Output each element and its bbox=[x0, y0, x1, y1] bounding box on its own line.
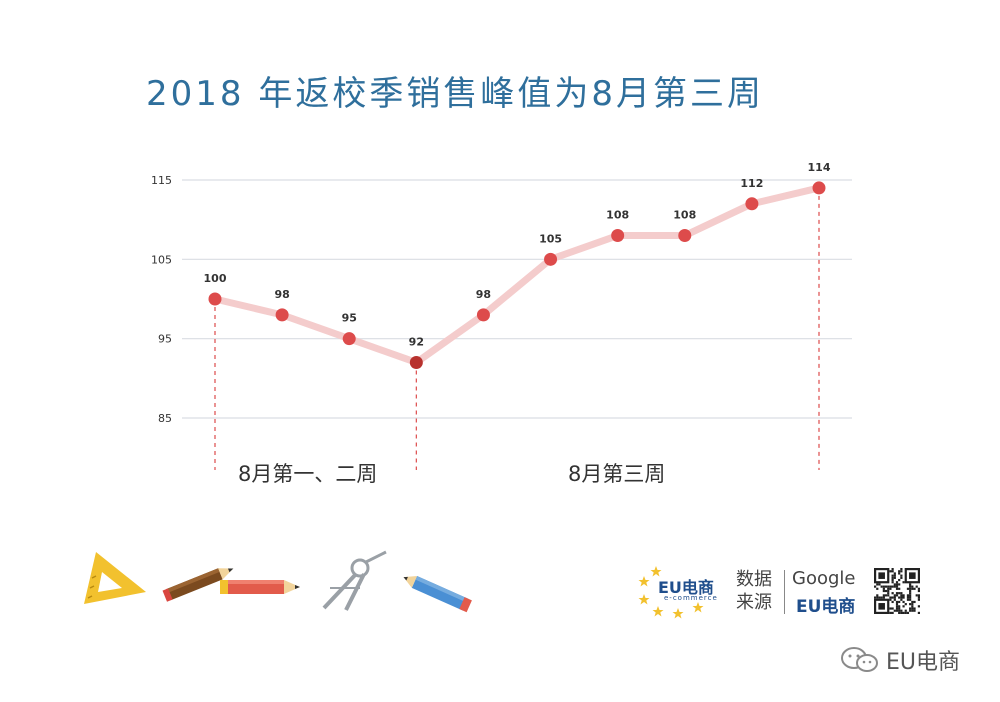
data-point bbox=[208, 292, 222, 306]
data-label: 108 bbox=[606, 209, 629, 222]
eu-stars-icon bbox=[638, 566, 704, 619]
source-eu: EU电商 bbox=[796, 597, 856, 617]
source-divider bbox=[784, 570, 785, 614]
data-label: 100 bbox=[204, 272, 227, 285]
data-point bbox=[745, 197, 759, 211]
blue-pencil-icon bbox=[403, 576, 472, 613]
wechat-icon bbox=[841, 647, 878, 672]
data-label: 95 bbox=[342, 312, 357, 325]
data-label: 105 bbox=[539, 232, 562, 245]
set-square-icon bbox=[84, 552, 146, 604]
wechat-account[interactable]: EU电商 bbox=[840, 644, 960, 676]
compass-icon bbox=[322, 550, 387, 611]
red-pencil-icon bbox=[220, 580, 300, 594]
data-point bbox=[409, 355, 423, 369]
qr-code-icon[interactable] bbox=[874, 568, 920, 614]
range-label-week-3: 8月第三周 bbox=[568, 462, 666, 486]
data-point bbox=[342, 332, 356, 346]
data-point bbox=[611, 229, 625, 243]
data-point bbox=[678, 229, 692, 243]
series-line bbox=[211, 184, 823, 366]
data-point bbox=[275, 308, 289, 322]
range-label-week-1-2: 8月第一、二周 bbox=[238, 462, 378, 486]
data-point bbox=[544, 252, 558, 266]
y-tick-label: 95 bbox=[158, 333, 172, 346]
eu-logo-text: EU电商 bbox=[658, 578, 714, 597]
data-label: 98 bbox=[476, 288, 491, 301]
brown-pencil-icon bbox=[162, 568, 234, 602]
chart-title: 2018 年返校季销售峰值为8月第三周 bbox=[146, 74, 764, 114]
data-point bbox=[812, 181, 826, 195]
data-label: 112 bbox=[740, 177, 763, 190]
y-tick-label: 105 bbox=[151, 253, 172, 266]
source-google: Google bbox=[792, 568, 856, 589]
data-label: 92 bbox=[409, 335, 424, 348]
y-tick-label: 85 bbox=[158, 412, 172, 425]
wechat-account-name: EU电商 bbox=[886, 650, 961, 675]
data-label: 108 bbox=[673, 209, 696, 222]
y-tick-label: 115 bbox=[151, 174, 172, 187]
data-point bbox=[476, 308, 490, 322]
eu-logo-subtitle: e-commerce bbox=[664, 594, 718, 602]
data-label: 114 bbox=[808, 161, 831, 174]
data-source-label: 数据来源 bbox=[736, 569, 772, 613]
data-label: 98 bbox=[274, 288, 289, 301]
